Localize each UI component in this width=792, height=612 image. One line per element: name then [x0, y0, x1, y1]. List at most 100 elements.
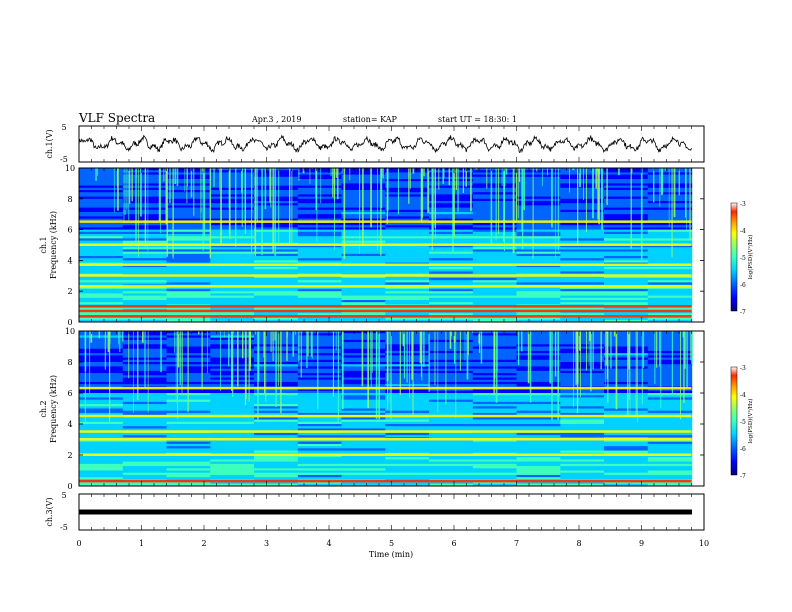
spectrogram-cell [516, 331, 561, 334]
spectrogram-cell [341, 280, 386, 283]
spectrogram-cell [647, 187, 693, 191]
spectrogram-cell [429, 435, 474, 438]
spectrogram-cell [516, 404, 561, 407]
spectrogram-cell [122, 412, 168, 416]
spectrogram-streak [107, 331, 109, 353]
spectrogram-cell [604, 207, 649, 211]
spectrogram-cell [647, 417, 693, 420]
spectrogram-cell [210, 251, 255, 255]
spectrogram-cell [516, 286, 561, 290]
spectrogram-cell [604, 461, 649, 465]
spectrogram-cell [210, 463, 255, 467]
spectrogram-cell [647, 461, 693, 465]
spectrogram-cell [297, 421, 343, 425]
spectrogram-streak [223, 331, 225, 338]
spectrogram-cell [647, 179, 693, 182]
spectrogram-cell [560, 192, 605, 195]
spectrogram-cell [122, 256, 168, 259]
spectrogram-cell [604, 377, 649, 381]
spectrogram-cell [429, 302, 474, 305]
spectrogram-cell [647, 362, 693, 365]
spectrogram-cell [385, 459, 430, 463]
spectrogram-cell [297, 457, 343, 460]
spectrogram-cell [385, 406, 430, 409]
spectrogram-cell [604, 404, 649, 407]
spectrogram-streak [680, 331, 681, 420]
spectrogram-cell [210, 397, 255, 401]
spectrogram-streak [176, 168, 179, 186]
spectrogram-cell [472, 421, 518, 425]
spectrogram-cell [472, 251, 518, 255]
spectrogram-streak [202, 168, 204, 251]
spectrogram-cell [429, 216, 474, 219]
spectrogram-cell [210, 231, 255, 235]
spectrogram-cell [341, 466, 386, 469]
spectrogram-cell [297, 399, 343, 403]
spectrogram-cell [79, 443, 124, 447]
spectrogram-cell [516, 194, 561, 197]
spectrogram-cell [166, 448, 211, 451]
spectrogram-cell [166, 468, 211, 471]
spectrogram-cell [166, 203, 211, 206]
spectrogram-cell [472, 267, 518, 270]
spectrogram-cell [297, 333, 343, 336]
spectrogram-cell [297, 355, 343, 358]
spectrogram-streak [462, 168, 464, 194]
spectrogram-streak [660, 331, 662, 409]
spectrogram-streak [610, 331, 612, 369]
spectrogram-cell [385, 185, 430, 189]
spectrogram-cell [604, 172, 649, 175]
spectrogram-cell [429, 432, 474, 436]
spectrogram-streak [137, 331, 139, 400]
spectrogram-cell [429, 441, 474, 445]
spectrogram-cell [516, 477, 561, 480]
spectrogram-cell [297, 207, 343, 211]
spectrogram-cell [385, 236, 430, 239]
spectrogram-cell [560, 457, 605, 460]
spectrogram-cell [166, 450, 211, 454]
spectrogram-cell [122, 404, 168, 407]
spectrogram-streak [193, 168, 195, 216]
spectrogram-cell [122, 280, 168, 283]
spectrogram-cell [79, 477, 124, 480]
spectrogram-streak [423, 331, 425, 367]
spectrogram-cell [516, 428, 561, 432]
spectrogram-cell [560, 185, 605, 189]
spectrogram-cell [166, 421, 211, 425]
spectrogram-streak [97, 168, 98, 176]
spectrogram-cell [472, 203, 518, 206]
spectrogram-streak [421, 331, 423, 381]
spectrogram-cell [166, 181, 211, 184]
spectrogram-cell [297, 183, 343, 186]
spectrogram-cell [385, 227, 430, 230]
spectrogram-cell [341, 249, 386, 252]
spectrogram-cell [210, 253, 255, 257]
spectrogram-streak [685, 168, 687, 218]
spectrogram-cell [254, 417, 299, 420]
spectrogram-cell [429, 408, 474, 412]
spectrogram-cell [560, 381, 605, 385]
spectrogram-cell [516, 249, 561, 252]
spectrogram-streak [557, 168, 559, 251]
spectrogram-cell [385, 393, 430, 396]
spectrogram-streak [315, 168, 317, 198]
spectrogram-cell [647, 289, 693, 292]
spectrogram-cell [79, 253, 124, 257]
spectrogram-cell [122, 395, 168, 398]
spectrogram-cell [516, 190, 561, 193]
spectrogram-cell [560, 342, 605, 345]
spectrogram-cell [516, 364, 561, 367]
spectrogram-cell [210, 426, 255, 429]
spectrogram-cell [604, 313, 649, 316]
spectrogram-streak [518, 331, 520, 365]
spectrogram-cell [210, 317, 255, 321]
spectrogram-cell [254, 174, 299, 178]
spectrogram-streak [264, 168, 267, 209]
spectrogram-cell [79, 260, 124, 263]
spectrogram-cell [385, 435, 430, 438]
spectrogram-cell [297, 481, 343, 485]
spectrogram-cell [604, 401, 649, 405]
spectrogram-streak [386, 331, 389, 381]
spectrogram-cell [341, 253, 386, 257]
spectrogram-cell [429, 194, 474, 197]
